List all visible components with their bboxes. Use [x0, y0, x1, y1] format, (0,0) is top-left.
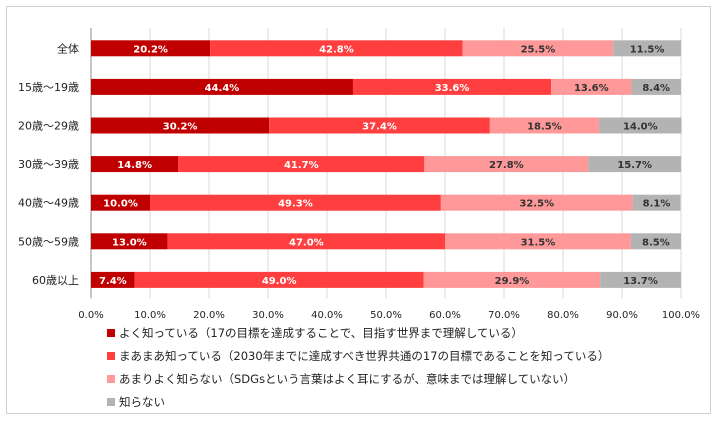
data-label: 11.5% — [630, 44, 665, 55]
bar-segment — [440, 194, 633, 211]
data-label: 18.5% — [527, 122, 562, 133]
data-label: 44.4% — [205, 83, 240, 94]
data-label: 25.5% — [521, 44, 556, 55]
x-tick-label: 40.0% — [311, 310, 343, 321]
bar-segment — [613, 40, 681, 57]
legend-label: あまりよく知らない（SDGsという言葉はよく耳にするが、意味までは理解していない… — [119, 371, 576, 386]
data-label: 37.4% — [362, 122, 397, 133]
legend-swatch — [107, 374, 115, 383]
legend-item: よく知っている（17の目標を達成することで、目指す世界まで理解している） — [107, 321, 609, 344]
category-label: 全体 — [57, 41, 79, 55]
bar-segment — [91, 194, 150, 211]
legend-label: 知らない — [119, 394, 165, 409]
bar-segment — [598, 117, 682, 134]
category-label: 30歳～39歳 — [18, 158, 79, 171]
data-label: 10.0% — [103, 199, 138, 210]
bar-segment — [91, 78, 353, 95]
data-label: 31.5% — [521, 237, 556, 248]
bar-segment — [91, 40, 211, 57]
x-tick-label: 0.0% — [78, 310, 103, 321]
data-label: 27.8% — [489, 160, 524, 171]
category-label: 15歳～19歳 — [18, 81, 79, 94]
category-label: 50歳～59歳 — [18, 235, 79, 248]
data-label: 29.9% — [495, 276, 530, 287]
legend-item: あまりよく知らない（SDGsという言葉はよく耳にするが、意味までは理解していない… — [107, 367, 609, 390]
data-label: 32.5% — [519, 199, 554, 210]
bar-segment — [600, 271, 681, 288]
legend-swatch — [107, 397, 115, 406]
x-tick-label: 90.0% — [606, 310, 638, 321]
bar-segment — [445, 233, 631, 250]
data-label: 47.0% — [289, 237, 324, 248]
bar-segment — [91, 233, 168, 250]
bar-segment — [91, 156, 179, 173]
bar-segment — [423, 271, 601, 288]
bar-segment — [352, 78, 552, 95]
bar-segment — [630, 233, 681, 250]
data-label: 8.1% — [643, 199, 671, 210]
bar-segment — [462, 40, 614, 57]
x-tick-label: 60.0% — [429, 310, 461, 321]
category-label: 40歳～49歳 — [18, 197, 79, 210]
bar-segment — [631, 78, 681, 95]
data-label: 49.0% — [262, 276, 297, 287]
data-label: 14.0% — [623, 122, 658, 133]
data-label: 14.8% — [117, 160, 152, 171]
bar-segment — [210, 40, 463, 57]
legend-swatch — [107, 328, 115, 337]
bar-segment — [91, 117, 270, 134]
bar-segment — [167, 233, 445, 250]
data-label: 13.6% — [574, 83, 609, 94]
bar-segment — [150, 194, 441, 211]
x-tick-label: 30.0% — [252, 310, 284, 321]
bar-segment — [588, 156, 681, 173]
legend-label: まあまあ知っている（2030年までに達成すべき世界共通の17の目標であることを知… — [119, 348, 610, 363]
data-label: 7.4% — [99, 276, 127, 287]
bar-segment — [91, 271, 135, 288]
bar-segment — [489, 117, 599, 134]
data-label: 33.6% — [435, 83, 470, 94]
data-label: 8.4% — [642, 83, 670, 94]
legend-label: よく知っている（17の目標を達成することで、目指す世界まで理解している） — [119, 325, 523, 340]
x-tick-label: 10.0% — [134, 310, 166, 321]
category-label: 20歳～29歳 — [18, 120, 79, 133]
x-tick-label: 80.0% — [547, 310, 579, 321]
data-label: 15.7% — [617, 160, 652, 171]
data-label: 30.2% — [163, 122, 198, 133]
bar-segment — [178, 156, 425, 173]
bar-segment — [424, 156, 589, 173]
x-tick-label: 100.0% — [662, 310, 700, 321]
bar-segment — [632, 194, 681, 211]
x-tick-label: 20.0% — [193, 310, 225, 321]
bar-segment — [551, 78, 632, 95]
data-label: 49.3% — [278, 199, 313, 210]
x-tick-label: 70.0% — [488, 310, 520, 321]
data-label: 13.0% — [112, 237, 147, 248]
data-label: 8.5% — [642, 237, 670, 248]
x-tick-label: 50.0% — [370, 310, 402, 321]
chart-legend: よく知っている（17の目標を達成することで、目指す世界まで理解している） まあまあ… — [107, 321, 609, 413]
data-label: 41.7% — [284, 160, 319, 171]
legend-item: まあまあ知っている（2030年までに達成すべき世界共通の17の目標であることを知… — [107, 344, 609, 367]
data-label: 20.2% — [133, 44, 168, 55]
legend-swatch — [107, 351, 115, 360]
data-label: 42.8% — [319, 44, 354, 55]
legend-item: 知らない — [107, 390, 609, 413]
bar-segment — [134, 271, 424, 288]
category-label: 60歳以上 — [32, 274, 79, 287]
data-label: 13.7% — [623, 276, 658, 287]
bar-segment — [269, 117, 490, 134]
